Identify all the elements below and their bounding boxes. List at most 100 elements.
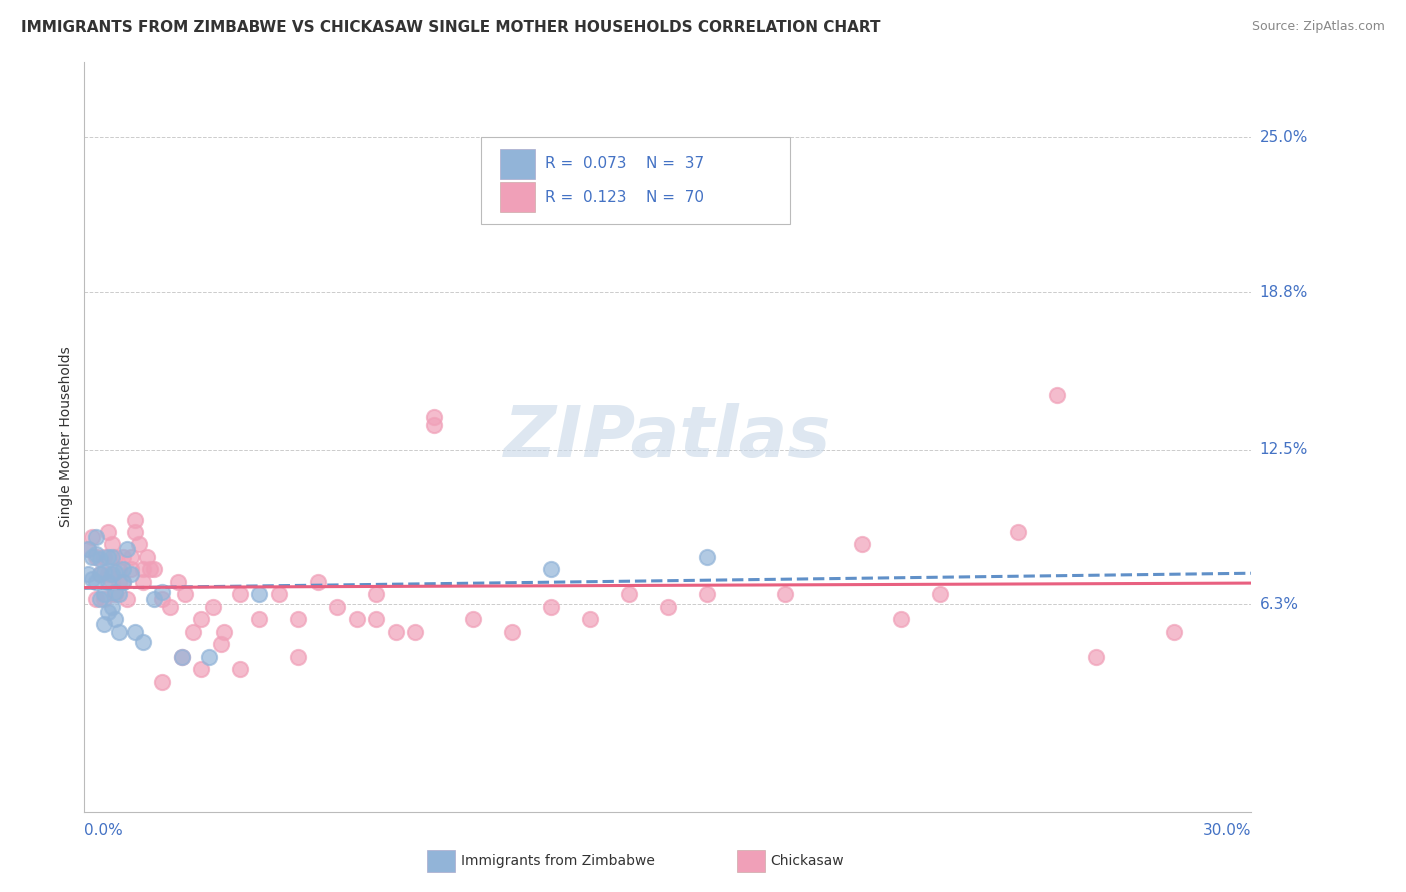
Point — [132, 635, 155, 649]
Point — [540, 599, 562, 614]
Point — [93, 587, 115, 601]
Point — [657, 599, 679, 614]
Point — [366, 587, 388, 601]
Point — [150, 674, 173, 689]
FancyBboxPatch shape — [427, 850, 456, 872]
Point — [97, 549, 120, 564]
Point — [104, 585, 127, 599]
Point — [120, 549, 142, 564]
Point — [100, 567, 122, 582]
Text: 6.3%: 6.3% — [1260, 597, 1299, 612]
Point — [929, 587, 952, 601]
Point — [108, 624, 131, 639]
Text: 30.0%: 30.0% — [1204, 822, 1251, 838]
FancyBboxPatch shape — [499, 182, 534, 212]
Point — [89, 567, 111, 582]
Point — [696, 587, 718, 601]
Point — [617, 587, 640, 601]
Point — [423, 410, 446, 425]
Point — [100, 537, 122, 551]
Point — [249, 587, 271, 601]
Point — [404, 624, 426, 639]
Point — [112, 549, 135, 564]
Point — [100, 599, 122, 614]
Point — [97, 605, 120, 619]
Point — [287, 649, 309, 664]
Point — [77, 542, 100, 557]
Point — [89, 552, 111, 566]
Point — [1084, 649, 1107, 664]
Point — [384, 624, 406, 639]
Point — [229, 587, 252, 601]
Text: R =  0.073    N =  37: R = 0.073 N = 37 — [546, 156, 704, 171]
Point — [773, 587, 796, 601]
Point — [112, 574, 135, 589]
Point — [143, 562, 166, 576]
Point — [82, 573, 104, 587]
Point — [150, 585, 173, 599]
Point — [84, 548, 107, 562]
Point — [540, 562, 562, 576]
Point — [104, 612, 127, 626]
Point — [1007, 524, 1029, 539]
Point — [120, 562, 142, 576]
Point — [463, 612, 485, 626]
Point — [93, 617, 115, 632]
Point — [181, 624, 204, 639]
Point — [104, 587, 127, 601]
Point — [112, 574, 135, 589]
Point — [890, 612, 912, 626]
Point — [132, 574, 155, 589]
Text: 0.0%: 0.0% — [84, 822, 124, 838]
Point — [501, 624, 523, 639]
Point — [84, 574, 107, 589]
Point — [115, 542, 138, 557]
Point — [170, 649, 193, 664]
Point — [346, 612, 368, 626]
Point — [150, 592, 173, 607]
Point — [82, 530, 104, 544]
Point — [159, 599, 181, 614]
Text: 25.0%: 25.0% — [1260, 130, 1308, 145]
Point — [93, 592, 115, 607]
Point — [82, 549, 104, 564]
Point — [93, 549, 115, 564]
Point — [135, 549, 157, 564]
Point — [198, 649, 221, 664]
Point — [307, 574, 329, 589]
Point — [132, 562, 155, 576]
Point — [124, 524, 146, 539]
Point — [209, 637, 232, 651]
Point — [249, 612, 271, 626]
Point — [108, 562, 131, 576]
Point — [89, 567, 111, 582]
Point — [170, 649, 193, 664]
Point — [97, 524, 120, 539]
Text: Immigrants from Zimbabwe: Immigrants from Zimbabwe — [461, 855, 655, 868]
Y-axis label: Single Mother Households: Single Mother Households — [59, 347, 73, 527]
Point — [190, 662, 212, 676]
Point — [108, 574, 131, 589]
FancyBboxPatch shape — [481, 137, 790, 224]
Point — [267, 587, 290, 601]
Point — [128, 537, 150, 551]
Point — [89, 592, 111, 607]
Text: Chickasaw: Chickasaw — [770, 855, 844, 868]
Point — [174, 587, 197, 601]
Point — [696, 549, 718, 564]
Point — [190, 612, 212, 626]
Point — [120, 567, 142, 582]
Point — [1163, 624, 1185, 639]
Point — [214, 624, 236, 639]
Text: 18.8%: 18.8% — [1260, 285, 1308, 300]
Point — [84, 530, 107, 544]
Point — [97, 567, 120, 582]
Point — [104, 565, 127, 579]
Point — [229, 662, 252, 676]
Point — [579, 612, 602, 626]
Point — [104, 549, 127, 564]
Point — [77, 542, 100, 557]
Point — [97, 574, 120, 589]
Text: 12.5%: 12.5% — [1260, 442, 1308, 457]
Point — [366, 612, 388, 626]
